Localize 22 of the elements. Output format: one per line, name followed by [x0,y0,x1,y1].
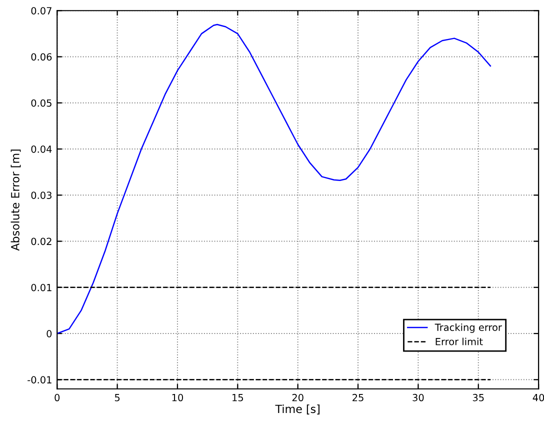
y-axis-title: Absolute Error [m] [10,150,21,251]
x-axis-title: Time [s] [275,404,320,414]
x-tick-label: 25 [352,394,364,402]
y-tick-label: 0.04 [31,145,52,153]
x-tick-label: 20 [292,394,304,402]
x-tick-label: 40 [532,394,544,402]
y-tick-label: -0.01 [28,376,52,384]
legend-label: Error limit [436,338,483,346]
x-tick-label: 0 [54,394,60,402]
y-tick-label: 0 [46,330,52,338]
y-tick-label: 0.06 [31,53,52,61]
y-tick-label: 0.07 [31,7,52,14]
y-tick-label: 0.05 [31,99,52,107]
legend-label: Tracking error [434,323,502,333]
y-tick-label: 0.02 [31,238,52,246]
x-tick-label: 35 [472,394,484,402]
x-tick-label: 30 [412,394,424,402]
x-tick-label: 10 [172,394,184,402]
y-tick-label: 0.03 [31,192,52,199]
x-tick-label: 15 [232,394,243,402]
y-tick-label: 0.01 [31,284,52,292]
x-tick-label: 5 [114,394,120,402]
